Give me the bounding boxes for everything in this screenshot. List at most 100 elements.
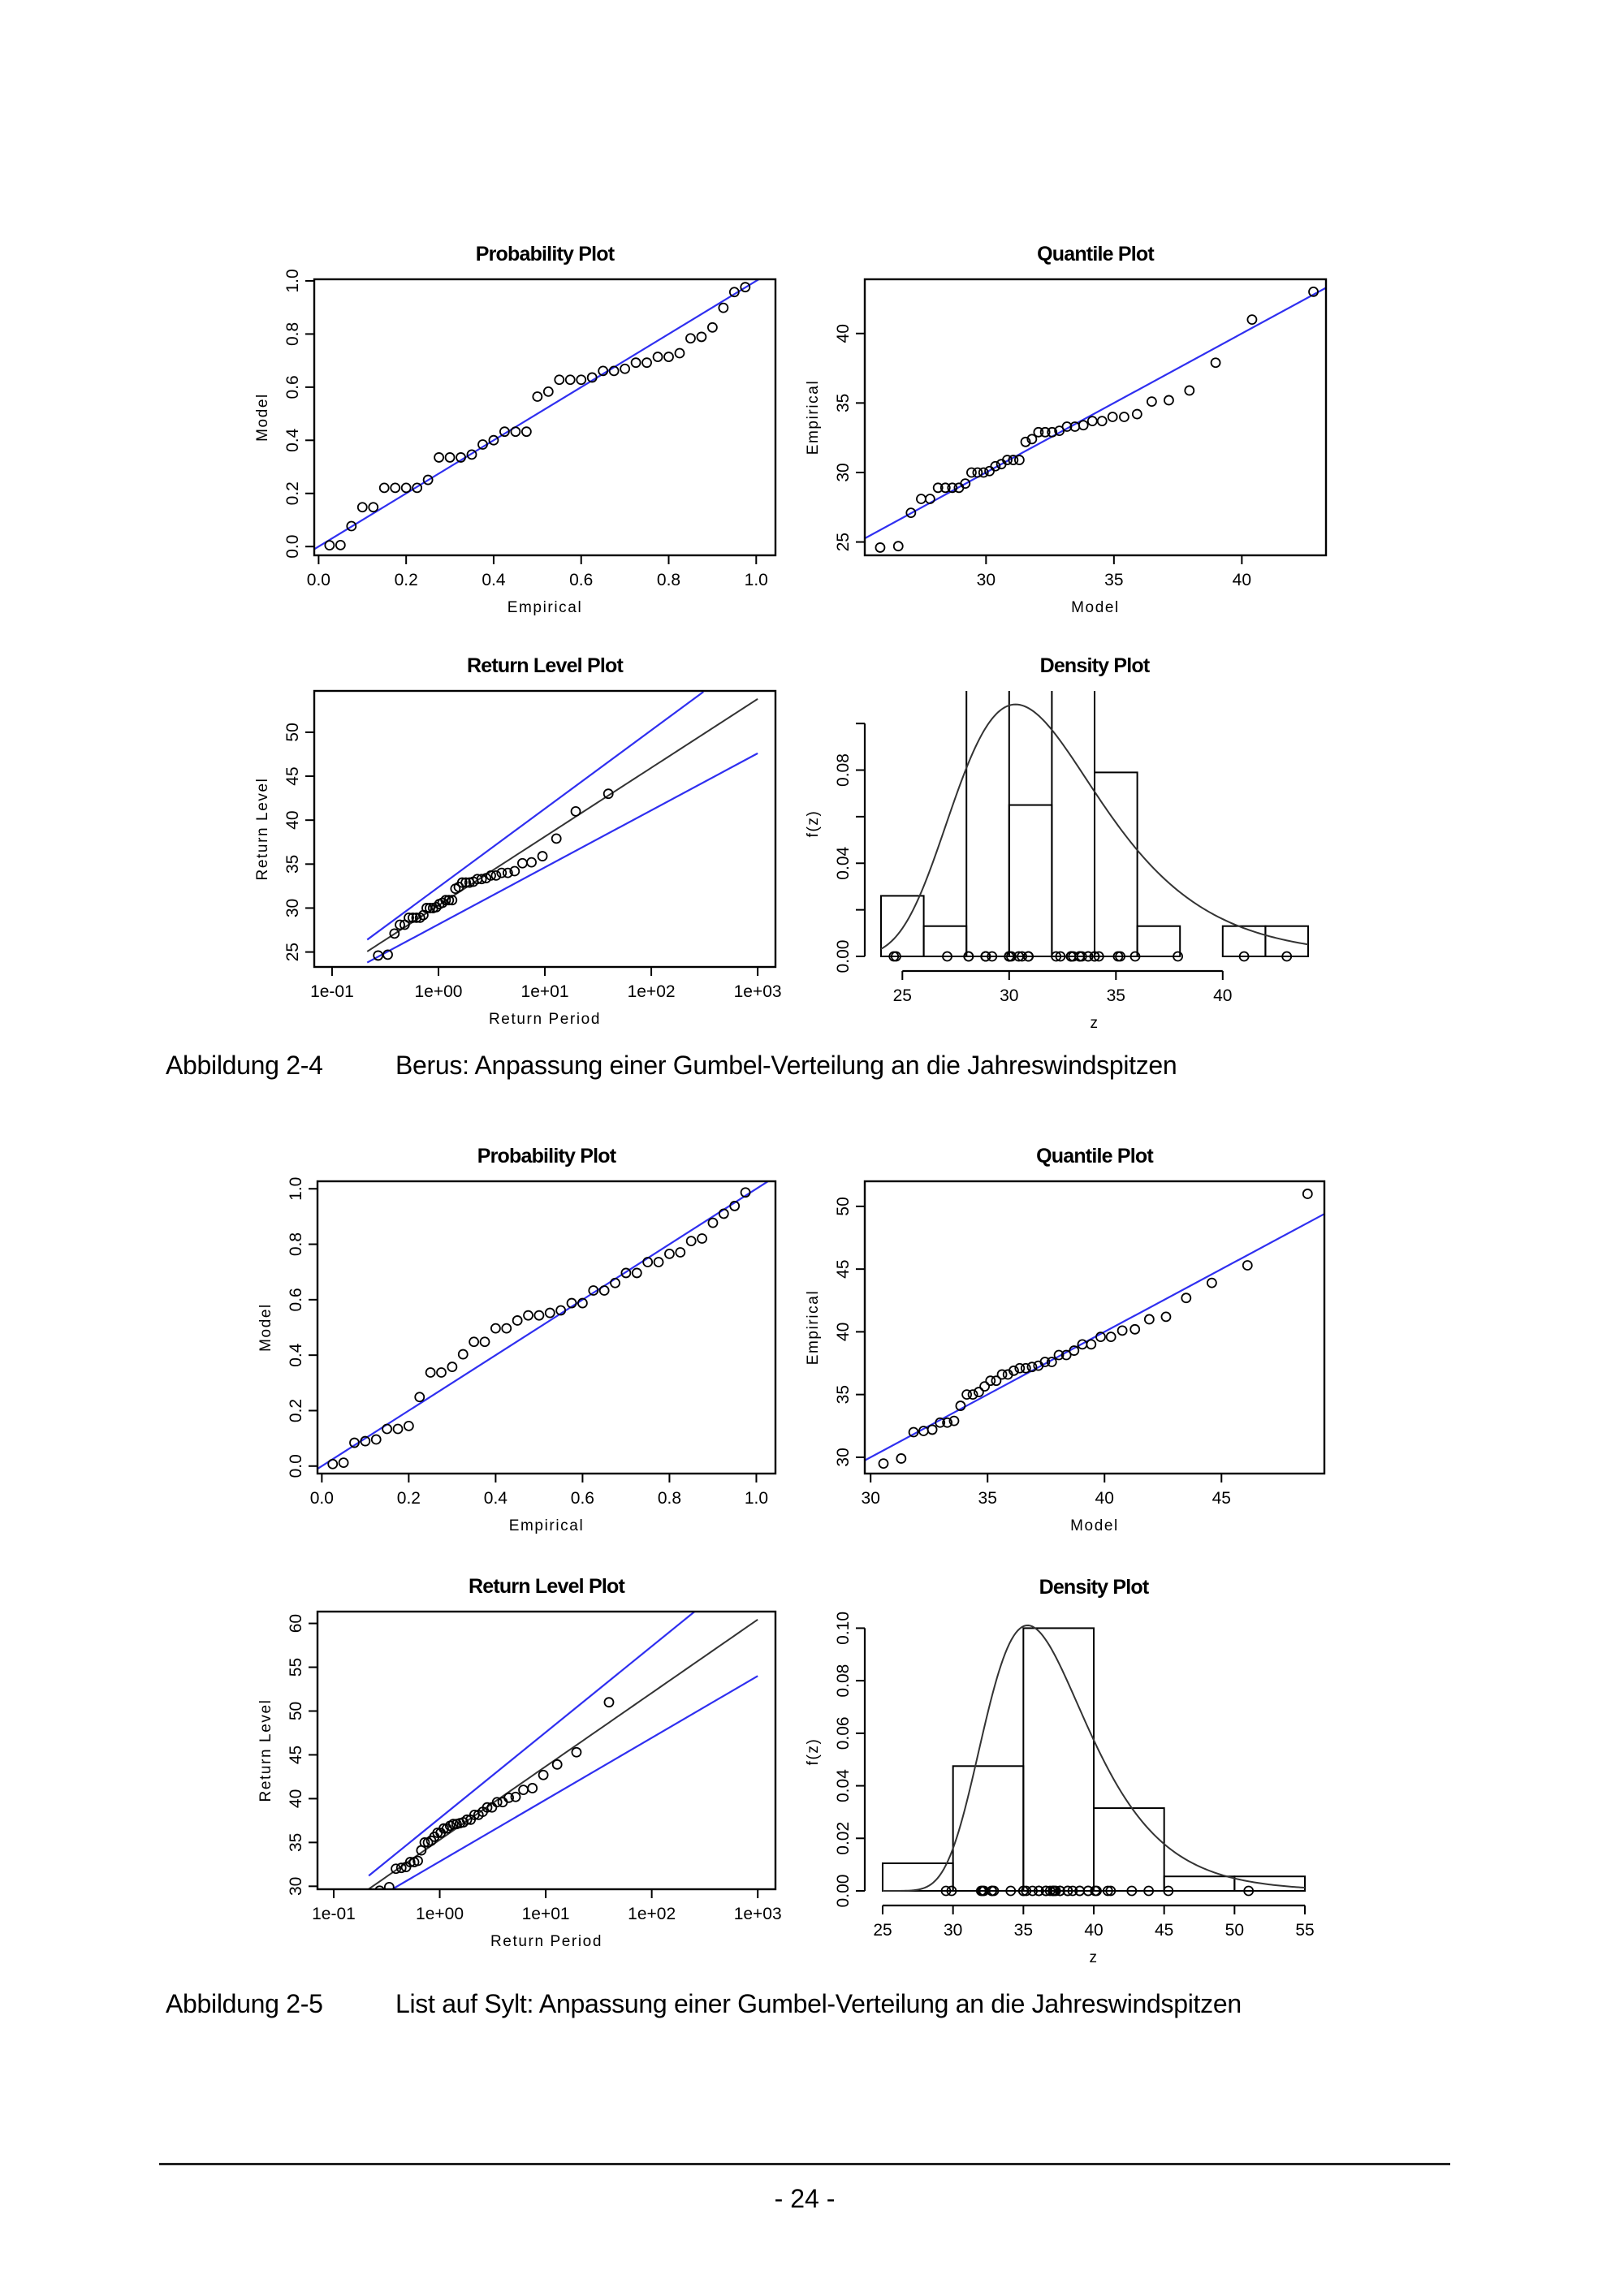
x-tick-label: 40 xyxy=(1233,571,1251,589)
x-tick-label: 1e+01 xyxy=(522,1905,570,1923)
histogram-bar xyxy=(965,691,1010,957)
data-point xyxy=(1086,416,1098,427)
data-point xyxy=(675,1247,686,1258)
plot-title: Return Level Plot xyxy=(467,654,624,677)
data-point xyxy=(1039,426,1051,438)
reference-line xyxy=(314,279,761,550)
data-point xyxy=(932,482,944,494)
data-point xyxy=(566,1297,577,1309)
y-tick-label: 0.04 xyxy=(834,1769,853,1802)
x-tick-label: 40 xyxy=(1213,986,1232,1005)
data-point xyxy=(718,1208,729,1219)
caption-label: Abbildung 2-4 xyxy=(166,1051,323,1080)
y-tick-label: 0.02 xyxy=(834,1822,853,1855)
data-point xyxy=(554,374,565,386)
data-point xyxy=(327,1458,339,1470)
data-point xyxy=(414,1392,425,1403)
plot-frame xyxy=(863,1180,1326,1475)
data-point xyxy=(447,1819,459,1830)
data-point xyxy=(718,302,729,313)
rug-point xyxy=(1126,1885,1138,1897)
x-axis-label: Model xyxy=(1070,1517,1119,1534)
data-point xyxy=(1060,1349,1072,1361)
data-point xyxy=(499,426,510,438)
y-tick-label: 30 xyxy=(287,1877,305,1896)
y-tick-label: 50 xyxy=(287,1702,305,1720)
y-axis-label: Empirical xyxy=(805,1290,822,1366)
data-point xyxy=(967,1389,978,1400)
rug-point xyxy=(1021,1885,1032,1897)
y-tick-label: 45 xyxy=(834,1259,853,1278)
rug-point xyxy=(1089,951,1100,962)
x-tick-label: 30 xyxy=(977,571,996,589)
plot-area xyxy=(317,1181,770,1470)
data-point xyxy=(1046,1357,1057,1367)
density-plot: Density Plot z f(z) 25 30 35 40 0.00 0.04 0.08 xyxy=(805,654,1310,1032)
data-point xyxy=(425,903,435,913)
data-point xyxy=(460,877,472,888)
page-number: - 24 - xyxy=(774,2184,836,2213)
y-tick-label: 0.6 xyxy=(287,1288,305,1311)
reference-line xyxy=(865,1213,1324,1461)
y-tick-label: 0.08 xyxy=(834,753,853,787)
y-tick-label: 30 xyxy=(834,1448,853,1466)
figure-2-5: Probability Plot Empirical Model 0.0 0.2 0.4 0… xyxy=(257,1145,1326,1966)
x-tick-label: 1e+02 xyxy=(628,1905,676,1923)
y-tick-label: 35 xyxy=(834,394,853,412)
x-tick-label: 35 xyxy=(1014,1921,1033,1940)
plot-frame xyxy=(313,278,777,557)
data-point xyxy=(697,1233,707,1244)
data-point xyxy=(620,1267,632,1279)
x-tick-label: 1e-01 xyxy=(310,982,354,1001)
data-point xyxy=(542,386,554,397)
probability-plot: Probability Plot Empirical Model 0.0 0.2 0.4 0… xyxy=(254,243,777,616)
x-tick-label: 30 xyxy=(862,1489,880,1508)
data-point xyxy=(526,857,537,868)
rug-point xyxy=(1044,1885,1056,1897)
data-point xyxy=(523,1310,533,1321)
data-point xyxy=(939,482,951,494)
data-point xyxy=(603,1697,615,1708)
data-point xyxy=(479,1336,490,1348)
y-tick-label: 30 xyxy=(834,463,853,481)
data-point xyxy=(324,540,335,551)
y-axis-label: Empirical xyxy=(805,380,822,455)
data-point xyxy=(520,426,532,438)
data-point xyxy=(457,1349,469,1360)
x-tick-label: 0.6 xyxy=(571,1489,594,1508)
data-point xyxy=(1020,1362,1031,1374)
upper-confidence-band xyxy=(366,691,704,941)
y-axis-label: Return Level xyxy=(257,1699,274,1802)
data-point xyxy=(538,1769,549,1780)
rug-point xyxy=(1281,951,1293,962)
rug-point xyxy=(1091,1885,1102,1897)
x-tick-label: 35 xyxy=(978,1489,997,1508)
y-tick-label: 1.0 xyxy=(287,1177,305,1201)
data-point xyxy=(908,1426,919,1438)
data-point xyxy=(482,1802,493,1813)
histogram-bar xyxy=(1093,1807,1165,1892)
data-point xyxy=(674,347,685,359)
x-tick-label: 1.0 xyxy=(745,1489,768,1508)
y-tick-label: 50 xyxy=(283,723,302,741)
data-point xyxy=(373,950,384,961)
x-tick-label: 0.0 xyxy=(307,571,330,589)
caption-text: List auf Sylt: Anpassung einer Gumbel-Ve… xyxy=(395,1989,1242,2018)
data-point xyxy=(551,833,562,844)
rug-point xyxy=(1006,951,1017,962)
y-tick-label: 0.04 xyxy=(834,847,853,880)
rug-point xyxy=(1055,951,1066,962)
data-point xyxy=(443,895,455,906)
data-point xyxy=(404,912,414,923)
data-point xyxy=(390,482,401,494)
rug-point xyxy=(1163,1885,1174,1897)
figure-2-4: Probability Plot Empirical Model 0.0 0.2 0.4 0… xyxy=(254,243,1328,1032)
plot-title: Quantile Plot xyxy=(1036,1145,1154,1167)
data-point xyxy=(926,1424,938,1435)
data-point xyxy=(588,1285,599,1296)
rug-point xyxy=(891,951,901,962)
data-point xyxy=(400,482,412,494)
data-point xyxy=(631,1267,642,1279)
data-point xyxy=(412,482,423,494)
y-tick-label: 0.4 xyxy=(283,428,302,452)
